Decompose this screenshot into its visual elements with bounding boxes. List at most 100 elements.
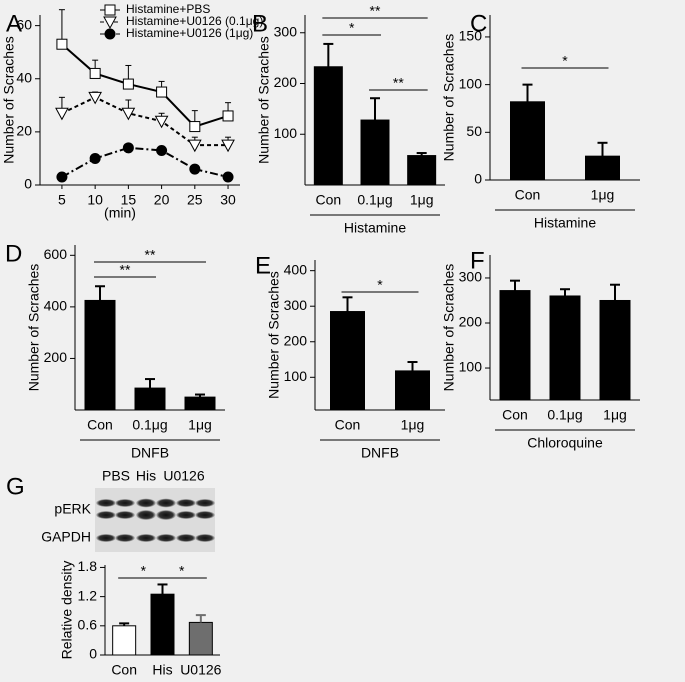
blot-band [156,534,176,542]
x-tick-label: 1μg [603,407,627,423]
panel-letter: G [6,473,25,500]
y-tick-label: 100 [274,125,298,141]
blot-band [195,511,215,519]
point [222,110,234,122]
bar [585,155,620,181]
blot-band [176,499,196,507]
panel-letter: E [255,252,271,279]
x-tick-label: 1μg [591,187,615,203]
blot-band [176,534,196,542]
x-tick-label: Con [315,192,341,208]
series-line [61,146,229,179]
x-axis-label: DNFB [131,445,169,461]
blot-band [136,534,156,542]
point [221,139,235,153]
y-tick-label: 40 [16,69,32,85]
y-axis-label: Number of Scraches [441,264,457,392]
series-line [61,96,229,147]
y-axis-label: Number of Scraches [266,271,282,399]
legend-marker [103,16,117,30]
significance-label: ** [120,262,131,278]
x-tick-label: Con [515,187,541,203]
y-axis-label: Relative density [59,561,75,660]
bar [407,155,437,186]
blot-band [195,499,215,507]
blot-band [176,511,196,519]
x-tick-label: Con [87,417,113,433]
bar [549,295,581,401]
y-tick-label: 0 [474,171,482,187]
x-tick-label: 30 [220,192,236,208]
x-axis-label: (min) [104,205,136,221]
y-tick-label: 0 [89,646,97,662]
bar [360,119,390,186]
blot-image [95,488,215,552]
bar [188,621,213,656]
x-axis-label: Histamine [534,215,596,231]
blot-membrane [95,488,215,552]
x-axis-label: Chloroquine [527,435,603,451]
significance-label: * [179,563,185,579]
y-tick-label: 150 [459,28,483,44]
legend-label: Histamine+U0126 (0.1μg) [126,14,263,28]
bar [184,396,216,411]
legend-marker [104,4,116,16]
point [156,86,168,98]
blot-band [136,510,156,520]
y-tick-label: 1.2 [78,587,98,603]
point [187,139,202,153]
y-tick-label: 600 [44,246,68,262]
y-axis-label: Number of Scraches [1,36,17,164]
x-axis-label: DNFB [361,445,399,461]
y-axis-label: Number of Scraches [26,264,42,392]
significance-label: ** [370,3,381,19]
point [189,121,201,133]
y-tick-label: 200 [274,74,298,90]
y-tick-label: 50 [466,123,482,139]
y-tick-label: 100 [459,359,483,375]
significance-label: * [349,20,355,36]
y-tick-label: 20 [16,123,32,139]
bar [313,66,343,186]
point [89,152,101,164]
panel-letter: F [470,247,485,274]
x-axis-label: Histamine [344,220,406,236]
series-line [61,43,229,128]
legend-marker [104,28,116,40]
blot-band [96,534,116,542]
bar [112,625,137,656]
blot-band [115,511,135,519]
x-tick-label: 20 [154,192,170,208]
panel-letter: B [252,10,268,37]
x-tick-label: 25 [187,192,203,208]
blot-row-label: pERK [54,501,91,517]
x-tick-label: 5 [58,192,66,208]
significance-label: ** [145,247,156,263]
bar [395,370,430,411]
blot-band [96,499,116,507]
y-tick-label: 200 [284,332,308,348]
significance-label: * [377,277,383,293]
point [55,107,69,121]
blot-band [195,534,215,542]
blot-row-label: GAPDH [41,529,91,545]
x-tick-label: U0126 [180,662,221,678]
point [122,142,134,154]
y-tick-label: 0.6 [78,617,98,633]
x-tick-label: 0.1μg [357,192,392,208]
significance-label: * [141,563,147,579]
y-tick-label: 300 [274,23,298,39]
bar [510,101,545,181]
y-tick-label: 400 [284,261,308,277]
y-tick-label: 100 [459,75,483,91]
point [56,38,68,50]
significance-label: * [562,53,568,69]
blot-band [96,511,116,519]
bar [84,299,116,411]
x-tick-label: 1μg [410,192,434,208]
blot-lane-label: His [136,468,156,484]
y-tick-label: 60 [16,16,32,32]
y-tick-label: 300 [284,297,308,313]
bar [599,299,631,401]
blot-band [115,499,135,507]
